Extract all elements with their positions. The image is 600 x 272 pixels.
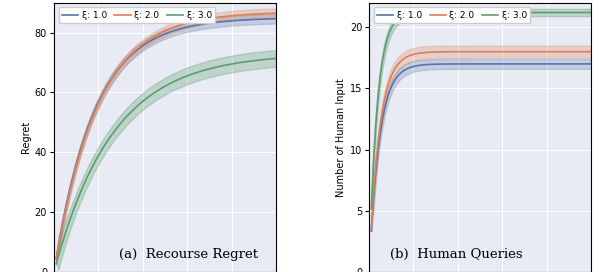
ξ: 1.0: (1, 4.55): 1.0: (1, 4.55) <box>53 257 60 260</box>
ξ: 2.0: (95, 86.4): 2.0: (95, 86.4) <box>261 12 268 15</box>
ξ: 3.0: (100, 21.2): 3.0: (100, 21.2) <box>587 11 595 14</box>
ξ: 3.0: (1, 5.18): 3.0: (1, 5.18) <box>368 207 375 210</box>
ξ: 2.0: (24, 17.9): 2.0: (24, 17.9) <box>419 51 426 54</box>
Text: (a)  Recourse Regret: (a) Recourse Regret <box>119 248 258 261</box>
ξ: 1.0: (95, 17): 1.0: (95, 17) <box>577 62 584 66</box>
ξ: 1.0: (1, 3.36): 1.0: (1, 3.36) <box>368 229 375 233</box>
ξ: 3.0: (95, 21.2): 3.0: (95, 21.2) <box>577 11 584 14</box>
ξ: 1.0: (92, 84.5): 1.0: (92, 84.5) <box>254 18 262 21</box>
ξ: 1.0: (52, 80.1): 1.0: (52, 80.1) <box>166 31 173 34</box>
ξ: 3.0: (20, 38.9): 3.0: (20, 38.9) <box>95 154 102 157</box>
ξ: 2.0: (60, 83.2): 2.0: (60, 83.2) <box>184 21 191 25</box>
ξ: 3.0: (60, 21.2): 3.0: (60, 21.2) <box>499 11 506 14</box>
ξ: 3.0: (1, 2.72): 3.0: (1, 2.72) <box>53 262 60 265</box>
ξ: 2.0: (24, 62): 2.0: (24, 62) <box>104 85 111 88</box>
ξ: 3.0: (52, 21.2): 3.0: (52, 21.2) <box>481 11 488 14</box>
Legend: ξ: 1.0, ξ: 2.0, ξ: 3.0: ξ: 1.0, ξ: 2.0, ξ: 3.0 <box>374 7 530 23</box>
ξ: 1.0: (20, 56.7): 1.0: (20, 56.7) <box>95 101 102 104</box>
ξ: 1.0: (92, 17): 1.0: (92, 17) <box>569 62 577 66</box>
ξ: 3.0: (24, 43.7): 3.0: (24, 43.7) <box>104 140 111 143</box>
Text: (b)  Human Queries: (b) Human Queries <box>391 248 523 261</box>
ξ: 3.0: (24, 21.2): 3.0: (24, 21.2) <box>419 11 426 14</box>
Line: ξ: 2.0: ξ: 2.0 <box>56 13 276 259</box>
ξ: 2.0: (92, 86.3): 2.0: (92, 86.3) <box>254 12 262 16</box>
ξ: 2.0: (100, 18): 2.0: (100, 18) <box>587 50 595 53</box>
ξ: 3.0: (60, 65.5): 3.0: (60, 65.5) <box>184 74 191 78</box>
ξ: 1.0: (95, 84.5): 1.0: (95, 84.5) <box>261 17 268 21</box>
ξ: 2.0: (1, 4.41): 2.0: (1, 4.41) <box>53 257 60 261</box>
ξ: 1.0: (20, 16.8): 1.0: (20, 16.8) <box>410 65 417 68</box>
ξ: 2.0: (20, 56.2): 2.0: (20, 56.2) <box>95 102 102 105</box>
ξ: 2.0: (52, 81.2): 2.0: (52, 81.2) <box>166 27 173 31</box>
Line: ξ: 2.0: ξ: 2.0 <box>371 52 591 228</box>
ξ: 3.0: (95, 71): 3.0: (95, 71) <box>261 58 268 61</box>
ξ: 1.0: (60, 17): 1.0: (60, 17) <box>499 62 506 66</box>
ξ: 3.0: (92, 70.8): 3.0: (92, 70.8) <box>254 58 262 62</box>
ξ: 3.0: (20, 21.1): 3.0: (20, 21.1) <box>410 12 417 15</box>
Line: ξ: 3.0: ξ: 3.0 <box>371 13 591 209</box>
ξ: 1.0: (100, 84.7): 1.0: (100, 84.7) <box>272 17 280 20</box>
ξ: 1.0: (24, 62.3): 1.0: (24, 62.3) <box>104 84 111 87</box>
ξ: 2.0: (92, 18): 2.0: (92, 18) <box>569 50 577 53</box>
ξ: 2.0: (20, 17.8): 2.0: (20, 17.8) <box>410 53 417 56</box>
Line: ξ: 3.0: ξ: 3.0 <box>56 58 276 264</box>
ξ: 1.0: (60, 81.9): 1.0: (60, 81.9) <box>184 25 191 29</box>
Y-axis label: Regret: Regret <box>20 121 31 153</box>
ξ: 2.0: (1, 3.55): 2.0: (1, 3.55) <box>368 227 375 230</box>
ξ: 2.0: (52, 18): 2.0: (52, 18) <box>481 50 488 53</box>
ξ: 2.0: (95, 18): 2.0: (95, 18) <box>577 50 584 53</box>
Legend: ξ: 1.0, ξ: 2.0, ξ: 3.0: ξ: 1.0, ξ: 2.0, ξ: 3.0 <box>59 7 215 23</box>
Line: ξ: 1.0: ξ: 1.0 <box>56 19 276 258</box>
ξ: 3.0: (52, 62.9): 3.0: (52, 62.9) <box>166 82 173 85</box>
ξ: 1.0: (24, 16.9): 1.0: (24, 16.9) <box>419 63 426 67</box>
ξ: 2.0: (100, 86.5): 2.0: (100, 86.5) <box>272 11 280 15</box>
Line: ξ: 1.0: ξ: 1.0 <box>371 64 591 231</box>
Y-axis label: Number of Human Input: Number of Human Input <box>335 78 346 197</box>
ξ: 1.0: (52, 17): 1.0: (52, 17) <box>481 62 488 66</box>
ξ: 2.0: (60, 18): 2.0: (60, 18) <box>499 50 506 53</box>
ξ: 3.0: (100, 71.4): 3.0: (100, 71.4) <box>272 57 280 60</box>
ξ: 3.0: (92, 21.2): 3.0: (92, 21.2) <box>569 11 577 14</box>
ξ: 1.0: (100, 17): 1.0: (100, 17) <box>587 62 595 66</box>
